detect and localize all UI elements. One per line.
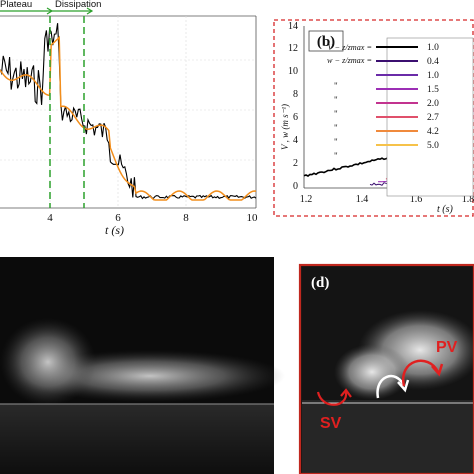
primary-vortex-arrowhead (397, 379, 410, 393)
x-tick-label: 1.8 (462, 194, 474, 205)
y-tick-label: 8 (293, 89, 298, 100)
legend-value: 1.0 (427, 71, 439, 81)
legend-ditto: " (334, 123, 338, 133)
y-tick-label: 2 (293, 158, 298, 169)
panel-c-photo (0, 257, 285, 474)
label-sv: SV (320, 415, 342, 432)
phase-label-dissipation: Dissipation (55, 0, 101, 10)
smoothed-signal-line (0, 35, 257, 201)
legend: V − z/zmax = w − z/zmax = " " " " " " 1.… (327, 37, 474, 197)
panel-d-tag: (d) (311, 275, 329, 291)
gravity-current-head (0, 318, 96, 406)
legend-ditto: " (334, 137, 338, 147)
legend-value: 4.2 (427, 127, 439, 137)
phase-arrow-head (86, 7, 94, 15)
y-tick-label: 4 (293, 135, 298, 146)
legend-value: 2.0 (427, 99, 439, 109)
legend-value: 1.0 (427, 43, 439, 53)
legend-value: 0.4 (427, 57, 439, 67)
photo-floor (0, 404, 274, 474)
legend-ditto: " (334, 81, 338, 91)
x-axis-label: t (s) (105, 223, 124, 237)
x-tick-label: 6 (115, 212, 121, 224)
panel-a: Plateau Dissipation 4 6 8 10 t (s) (0, 0, 258, 237)
secondary-vortex-cloud (334, 344, 410, 400)
legend-ditto: " (334, 151, 338, 161)
legend-value: 5.0 (427, 141, 439, 151)
y-tick-label: 14 (288, 21, 298, 32)
legend-ditto: " (334, 95, 338, 105)
raw-signal-line (0, 23, 257, 200)
rotation-arrow-pv-head (431, 363, 444, 377)
x-tick-label: 4 (47, 212, 53, 224)
rotation-arrow-sv-head (340, 388, 352, 398)
panel-b-tag-box (308, 30, 344, 52)
y-tick-label: 10 (288, 66, 298, 77)
y-axis-label: V , w (m s⁻¹) (280, 104, 290, 150)
panel-d-border (298, 263, 474, 474)
legend-value: 2.7 (427, 113, 439, 123)
phase-label-plateau: Plateau (0, 0, 32, 10)
legend-header-w: w − z/zmax = (327, 56, 372, 65)
x-tick-label: 1.4 (356, 194, 369, 205)
legend-ditto: " (334, 109, 338, 119)
x-tick-label: 8 (183, 212, 189, 224)
panel-b-tag: (b) (317, 34, 335, 50)
primary-vortex-arrow (376, 374, 406, 399)
x-tick-label: 10 (247, 212, 259, 224)
x-tick-label: 1.6 (410, 194, 423, 205)
legend-header-v: V − z/zmax = (328, 43, 372, 52)
gridlines (0, 16, 256, 208)
y-tick-label: 6 (293, 112, 298, 123)
panel-d-photo: (d) PV SV (298, 263, 474, 474)
x-tick-label: 1.2 (300, 194, 313, 205)
label-pv: PV (436, 339, 458, 356)
x-axis-label: t (s) (437, 204, 454, 215)
y-tick-label: 0 (293, 181, 298, 192)
photo-floor (302, 400, 474, 474)
panel-b: 0 2 4 6 8 10 12 14 V , w (m s⁻¹) 1.2 1.4… (273, 19, 474, 217)
legend-value: 1.5 (427, 85, 439, 95)
rotation-arrow-sv (316, 391, 348, 406)
phase-arrow-head (46, 7, 54, 15)
y-tick-label: 12 (288, 43, 298, 54)
